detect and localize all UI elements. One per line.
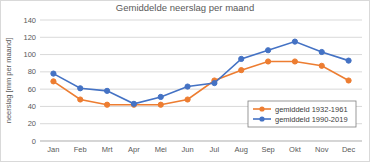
series-marker <box>346 58 351 63</box>
grid-line <box>40 20 362 21</box>
series-marker <box>292 59 297 64</box>
x-tick-label: Jan <box>47 145 59 154</box>
y-tick-label: 60 <box>28 85 36 94</box>
legend-marker <box>259 106 264 111</box>
series-marker <box>185 84 190 89</box>
x-tick-label: Jun <box>182 145 194 154</box>
x-tick-label: Nov <box>315 145 329 154</box>
legend-label: gemiddeld 1932-1961 <box>275 105 348 114</box>
y-tick-label: 20 <box>28 119 36 128</box>
x-tick-label: Mrt <box>102 145 114 154</box>
y-axis-label: neerslag [mm per maand] <box>4 38 13 123</box>
series-marker <box>239 68 244 73</box>
chart: Gemiddelde neerslag per maand neerslag [m… <box>0 0 370 162</box>
chart-frame <box>1 1 370 162</box>
x-tick-label: Feb <box>74 145 87 154</box>
series-marker <box>265 48 270 53</box>
series-marker <box>239 56 244 61</box>
y-tick-label: 80 <box>28 67 36 76</box>
x-tick-label: Sep <box>261 145 274 154</box>
legend-marker <box>259 116 264 121</box>
series-marker <box>265 59 270 64</box>
y-tick-label: 100 <box>23 50 36 59</box>
x-tick-label: Jul <box>210 145 220 154</box>
series-marker <box>78 86 83 91</box>
series-marker <box>51 71 56 76</box>
series-marker <box>185 97 190 102</box>
legend-box <box>248 101 356 127</box>
series-marker <box>319 63 324 68</box>
y-tick-label: 140 <box>23 16 36 25</box>
grid-line <box>40 54 362 55</box>
series-marker <box>292 39 297 44</box>
y-tick-label: 0 <box>32 137 36 146</box>
series-marker <box>51 79 56 84</box>
series-marker <box>78 97 83 102</box>
series-marker <box>104 88 109 93</box>
x-tick-label: Mei <box>155 145 167 154</box>
y-tick-label: 40 <box>28 102 36 111</box>
x-tick-label: Apr <box>128 145 140 154</box>
series-marker <box>212 80 217 85</box>
x-tick-label: Aug <box>235 145 248 154</box>
x-tick-label: Dec <box>342 145 356 154</box>
grid-line <box>40 37 362 38</box>
series-marker <box>319 49 324 54</box>
series-marker <box>104 102 109 107</box>
series-marker <box>346 78 351 83</box>
series-line <box>53 61 348 104</box>
title: Gemiddelde neerslag per maand <box>116 2 254 13</box>
series-line <box>53 42 348 104</box>
plot-area <box>51 39 351 107</box>
series-marker <box>131 102 136 107</box>
x-tick-label: Okt <box>289 145 302 154</box>
series-marker <box>158 102 163 107</box>
x-axis-line <box>40 141 362 142</box>
y-tick-label: 120 <box>23 33 36 42</box>
series-marker <box>131 101 136 106</box>
grid-line <box>40 141 362 142</box>
grid-line <box>40 71 362 72</box>
legend-label: gemiddeld 1990-2019 <box>275 115 348 124</box>
series-marker <box>158 94 163 99</box>
